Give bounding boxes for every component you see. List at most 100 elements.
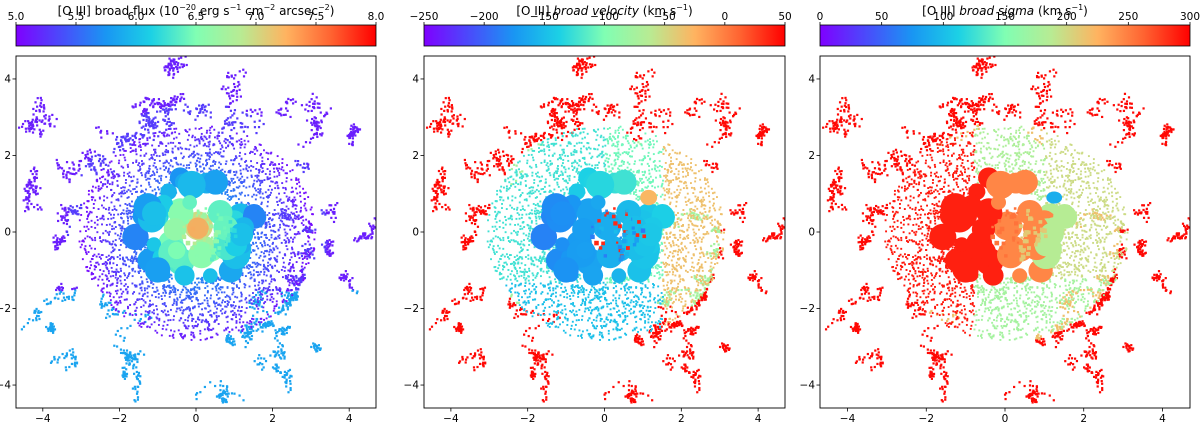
- map-pixel: [202, 314, 204, 317]
- map-pixel: [134, 103, 137, 106]
- map-pixel: [186, 307, 189, 310]
- map-pixel: [267, 261, 270, 264]
- map-pixel: [293, 296, 296, 300]
- map-pixel: [225, 160, 228, 163]
- map-pixel: [97, 159, 101, 163]
- map-pixel: [265, 311, 269, 314]
- map-pixel: [77, 169, 80, 172]
- map-pixel: [39, 206, 42, 209]
- map-pixel: [163, 289, 166, 291]
- map-pixel: [248, 327, 252, 331]
- map-pixel: [123, 315, 126, 318]
- map-pixel: [121, 256, 124, 259]
- map-pixel: [366, 236, 369, 239]
- map-pixel: [289, 270, 291, 273]
- map-pixel: [255, 289, 258, 291]
- map-pixel: [281, 220, 284, 223]
- map-pixel: [148, 177, 151, 180]
- map-pixel: [75, 286, 78, 289]
- map-pixel: [182, 53, 184, 55]
- map-pixel: [139, 154, 142, 157]
- map-pixel: [91, 239, 94, 242]
- map-pixel: [151, 303, 154, 306]
- map-pixel: [128, 171, 131, 174]
- map-pixel: [124, 353, 127, 356]
- map-pixel: [328, 204, 331, 207]
- map-pixel: [179, 309, 182, 312]
- map-pixel: [145, 188, 147, 191]
- map-pixel: [92, 196, 95, 199]
- map-pixel: [349, 133, 352, 136]
- map-pixel: [253, 261, 256, 264]
- map-pixel: [170, 59, 174, 63]
- map-pixel: [268, 218, 270, 221]
- map-pixel: [35, 169, 39, 173]
- map-pixel: [268, 253, 271, 256]
- map-pixel: [62, 176, 65, 179]
- map-pixel: [90, 158, 93, 161]
- map-pixel: [144, 315, 147, 318]
- map-pixel: [219, 309, 222, 312]
- map-pixel: [290, 256, 293, 259]
- map-pixel: [226, 191, 229, 193]
- voronoi-bin: [182, 195, 197, 210]
- map-pixel: [773, 232, 776, 235]
- map-pixel: [177, 62, 180, 65]
- map-pixel: [217, 278, 220, 280]
- map-pixel: [216, 137, 219, 140]
- map-pixel: [194, 286, 197, 289]
- map-pixel: [254, 284, 257, 287]
- map-pixel: [305, 225, 308, 228]
- map-pixel: [257, 174, 260, 177]
- map-pixel: [283, 376, 286, 379]
- map-pixel: [287, 218, 290, 221]
- voronoi-bin: [229, 222, 254, 247]
- map-pixel: [123, 279, 126, 281]
- map-pixel: [286, 296, 289, 299]
- map-pixel: [198, 286, 201, 289]
- map-pixel: [194, 320, 197, 323]
- map-pixel: [311, 123, 314, 126]
- map-pixel: [281, 216, 284, 219]
- map-pixel: [148, 117, 151, 121]
- map-pixel: [221, 301, 224, 304]
- map-pixel: [261, 282, 264, 285]
- map-pixel: [276, 339, 279, 342]
- map-pixel: [220, 192, 223, 195]
- map-pixel: [208, 152, 211, 155]
- map-pixel: [250, 164, 253, 167]
- map-pixel: [73, 291, 76, 295]
- map-pixel: [173, 46, 175, 48]
- map-pixel: [260, 232, 263, 235]
- map-pixel: [516, 315, 520, 318]
- map-pixel: [274, 259, 277, 261]
- voronoi-bin: [209, 224, 214, 229]
- map-pixel: [145, 108, 148, 111]
- map-pixel: [163, 66, 166, 69]
- map-pixel: [156, 179, 159, 182]
- map-pixel: [100, 297, 103, 300]
- map-pixel: [266, 289, 269, 292]
- map-pixel: [142, 143, 145, 145]
- map-pixel: [86, 217, 89, 220]
- colorbar-tick-label: 6.0: [128, 11, 145, 23]
- map-pixel: [76, 210, 79, 213]
- map-pixel: [262, 197, 265, 200]
- map-pixel: [324, 250, 327, 254]
- map-pixel: [74, 365, 77, 368]
- map-pixel: [283, 332, 286, 336]
- map-pixel: [324, 113, 327, 116]
- map-pixel: [102, 175, 105, 178]
- map-pixel: [143, 142, 146, 145]
- map-pixel: [282, 330, 285, 333]
- map-pixel: [259, 296, 263, 299]
- map-pixel: [208, 323, 211, 326]
- map-pixel: [129, 351, 132, 354]
- map-pixel: [234, 74, 237, 77]
- map-pixel: [25, 130, 28, 133]
- map-pixel: [109, 284, 112, 287]
- map-pixel: [167, 162, 170, 165]
- map-pixel: [153, 162, 156, 165]
- map-pixel: [287, 391, 290, 394]
- map-pixel: [283, 355, 286, 358]
